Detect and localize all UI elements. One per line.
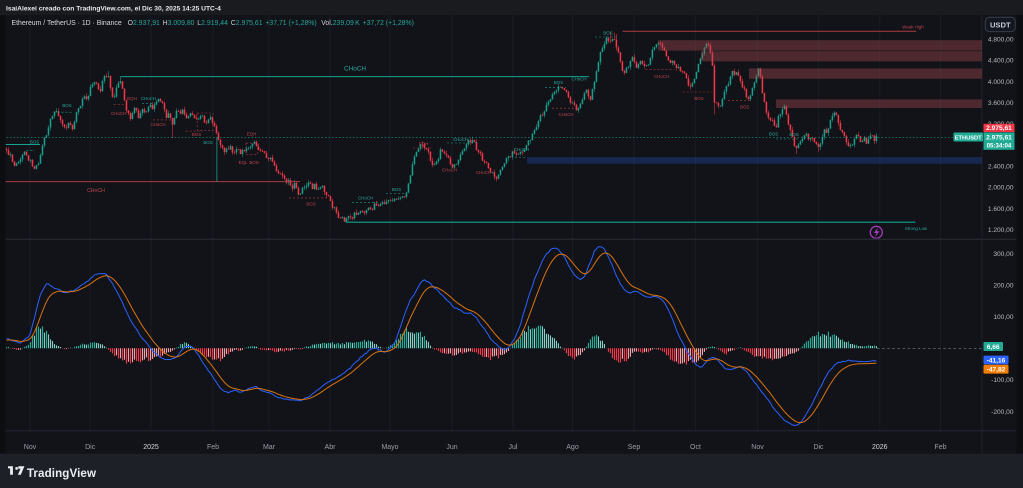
svg-text:Sep: Sep: [628, 444, 641, 451]
svg-text:2.975,61: 2.975,61: [986, 125, 1012, 132]
svg-text:BOS: BOS: [789, 132, 798, 137]
svg-text:USDT: USDT: [990, 20, 1011, 29]
svg-text:CHoCH: CHoCH: [358, 195, 373, 200]
svg-text:4.800,00: 4.800,00: [988, 37, 1014, 44]
svg-text:ETHUSDT: ETHUSDT: [955, 135, 982, 141]
svg-text:CHoCH: CHoCH: [476, 170, 491, 175]
svg-text:Nov: Nov: [751, 444, 764, 451]
svg-text:2026: 2026: [872, 444, 888, 451]
svg-text:BOS: BOS: [192, 132, 201, 137]
svg-text:BOS: BOS: [694, 96, 703, 101]
svg-text:IsaiAlexei creado con TradingV: IsaiAlexei creado con TradingView.com, e…: [6, 6, 221, 13]
svg-text:CHoCH: CHoCH: [111, 111, 126, 116]
svg-text:TradingView: TradingView: [27, 467, 97, 480]
svg-text:Mayo: Mayo: [381, 444, 398, 451]
svg-text:CHoCH: CHoCH: [141, 96, 156, 101]
svg-text:200,00: 200,00: [993, 282, 1014, 289]
svg-text:4.400,00: 4.400,00: [988, 58, 1014, 65]
svg-text:BOS: BOS: [203, 140, 212, 145]
svg-text:Strong Low: Strong Low: [905, 226, 928, 231]
svg-text:2.400,00: 2.400,00: [988, 163, 1014, 170]
svg-text:BOS: BOS: [769, 132, 778, 137]
svg-text:CHoCH: CHoCH: [514, 147, 529, 152]
svg-text:-100,00: -100,00: [991, 377, 1014, 384]
svg-text:1.200,00: 1.200,00: [988, 227, 1014, 234]
svg-text:Dic: Dic: [85, 444, 96, 451]
svg-text:CHoCH: CHoCH: [87, 188, 105, 194]
svg-text:2.975,61: 2.975,61: [986, 134, 1012, 141]
svg-text:BOS: BOS: [306, 202, 315, 207]
svg-text:BOS: BOS: [740, 104, 749, 109]
svg-text:Abr: Abr: [325, 444, 337, 451]
svg-text:CHoCH: CHoCH: [442, 167, 457, 172]
svg-text:CHoCH: CHoCH: [558, 112, 573, 117]
svg-text:3.600,00: 3.600,00: [988, 100, 1014, 107]
svg-text:CHoCH: CHoCH: [344, 66, 366, 73]
svg-text:Feb: Feb: [934, 444, 946, 451]
svg-text:-47,82: -47,82: [987, 367, 1006, 374]
svg-text:BOS: BOS: [603, 30, 612, 35]
svg-text:BOS: BOS: [62, 103, 71, 108]
svg-text:Jul: Jul: [509, 444, 518, 451]
svg-text:Jun: Jun: [446, 444, 457, 451]
svg-text:4.000,00: 4.000,00: [988, 79, 1014, 86]
svg-text:BOS: BOS: [249, 160, 258, 165]
svg-text:EQH: EQH: [127, 96, 137, 101]
svg-text:2025: 2025: [143, 444, 159, 451]
svg-text:Weak High: Weak High: [902, 24, 924, 29]
svg-text:BOS: BOS: [30, 140, 39, 145]
svg-text:BOS: BOS: [392, 187, 401, 192]
svg-text:CHoCH: CHoCH: [654, 74, 669, 79]
svg-text:Ethereum / TetherUS · 1D · Bin: Ethereum / TetherUS · 1D · Binance O2.937…: [12, 20, 414, 27]
svg-text:-41,16: -41,16: [987, 357, 1006, 364]
svg-text:Oct: Oct: [690, 444, 701, 451]
svg-text:100,00: 100,00: [993, 314, 1014, 321]
svg-text:-200,00: -200,00: [991, 409, 1014, 416]
svg-text:6,66: 6,66: [987, 344, 1000, 351]
svg-text:300,00: 300,00: [993, 251, 1014, 258]
svg-text:Mar: Mar: [263, 444, 276, 451]
svg-text:Feb: Feb: [207, 444, 219, 451]
svg-text:EQH: EQH: [419, 142, 429, 147]
svg-text:05:34:04: 05:34:04: [987, 143, 1012, 150]
svg-text:CHoCH: CHoCH: [453, 137, 468, 142]
svg-text:Dic: Dic: [813, 444, 824, 451]
svg-text:CHoCH: CHoCH: [571, 76, 586, 81]
svg-text:CHoCH: CHoCH: [150, 122, 165, 127]
svg-text:2.000,00: 2.000,00: [988, 185, 1014, 192]
svg-text:EQL: EQL: [239, 160, 248, 165]
svg-text:BOS: BOS: [554, 80, 563, 85]
svg-text:Nov: Nov: [24, 444, 37, 451]
svg-text:Ago: Ago: [566, 444, 579, 451]
svg-text:1.600,00: 1.600,00: [988, 206, 1014, 213]
svg-text:EQH: EQH: [247, 132, 257, 137]
